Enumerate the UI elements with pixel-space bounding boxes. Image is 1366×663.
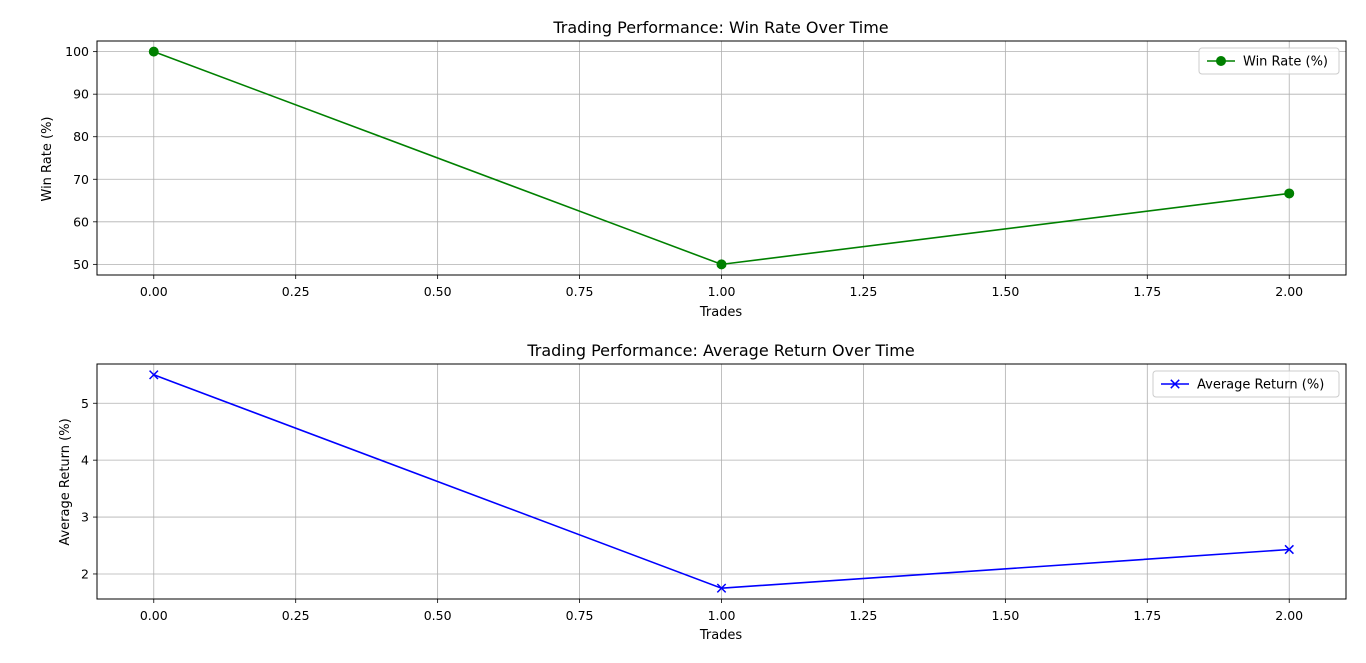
- chart-title: Trading Performance: Average Return Over…: [526, 341, 914, 360]
- legend-box: [1152, 370, 1340, 398]
- legend: Average Return (%): [1152, 370, 1340, 398]
- x-tick-label: 1.50: [991, 608, 1019, 623]
- x-tick-label: 1.75: [1133, 608, 1161, 623]
- average-return-chart: Trading Performance: Average Return Over…: [58, 341, 1347, 643]
- series-layer: [148, 46, 1295, 270]
- data-point: [1284, 188, 1295, 199]
- x-tick-label: 1.75: [1133, 284, 1161, 299]
- x-tick-label: 0.50: [424, 284, 452, 299]
- legend-box: [1198, 47, 1340, 75]
- y-tick-label: 70: [73, 172, 89, 187]
- data-point: [716, 259, 727, 270]
- y-tick-label: 2: [81, 566, 89, 581]
- legend-marker-glyph: [1216, 56, 1226, 66]
- x-tick-label: 0.25: [282, 284, 310, 299]
- y-tick-label: 60: [73, 214, 89, 229]
- series-layer: [149, 370, 1294, 593]
- legend-marker: [1216, 56, 1226, 66]
- y-tick-label: 3: [81, 510, 89, 525]
- y-axis-label: Win Rate (%): [40, 117, 55, 202]
- x-tick-label: 1.50: [991, 284, 1019, 299]
- x-tick-label: 1.25: [850, 608, 878, 623]
- y-axis-ticks: 50 60 70 80 90 100: [65, 44, 97, 272]
- x-tick-label: 2.00: [1275, 608, 1303, 623]
- data-point: [716, 583, 727, 593]
- legend-label: Win Rate (%): [1243, 55, 1328, 70]
- x-tick-label: 0.25: [282, 608, 310, 623]
- y-axis-ticks: 2 3 4 5: [81, 396, 97, 581]
- y-axis-label: Average Return (%): [58, 418, 73, 545]
- data-point: [1284, 544, 1294, 555]
- legend-marker: [1170, 379, 1180, 389]
- chart-title: Trading Performance: Win Rate Over Time: [552, 18, 888, 37]
- y-tick-label: 90: [73, 87, 89, 102]
- x-tick-label: 0.00: [140, 608, 168, 623]
- y-tick-label: 80: [73, 129, 89, 144]
- x-axis-label: Trades: [699, 628, 743, 643]
- x-tick-label: 0.00: [140, 284, 168, 299]
- grid: [97, 41, 1346, 275]
- legend-marker-glyph: [1170, 379, 1180, 389]
- grid: [97, 364, 1346, 599]
- data-point: [149, 370, 159, 380]
- legend-label: Average Return (%): [1197, 378, 1324, 393]
- y-tick-label: 4: [81, 453, 89, 468]
- x-axis-label: Trades: [699, 305, 743, 320]
- x-tick-label: 2.00: [1275, 284, 1303, 299]
- plot-frame: [96, 363, 1347, 600]
- x-tick-label: 1.00: [708, 284, 736, 299]
- data-point: [148, 46, 159, 57]
- plot-frame: [96, 40, 1347, 276]
- x-tick-label: 0.75: [566, 608, 594, 623]
- y-tick-label: 5: [81, 396, 89, 411]
- win-rate-chart: Trading Performance: Win Rate Over Time …: [40, 18, 1347, 320]
- x-tick-label: 1.00: [708, 608, 736, 623]
- x-tick-label: 0.50: [424, 608, 452, 623]
- x-tick-label: 1.25: [850, 284, 878, 299]
- y-tick-label: 50: [73, 257, 89, 272]
- y-tick-label: 100: [65, 44, 89, 59]
- x-axis-ticks: 0.00 0.25 0.50 0.75 1.00 1.25 1.50 1.75 2.00: [140, 599, 1303, 623]
- x-tick-label: 0.75: [566, 284, 594, 299]
- legend: Win Rate (%): [1198, 47, 1340, 75]
- x-axis-ticks: 0.00 0.25 0.50 0.75 1.00 1.25 1.50 1.75 2.00: [140, 275, 1303, 299]
